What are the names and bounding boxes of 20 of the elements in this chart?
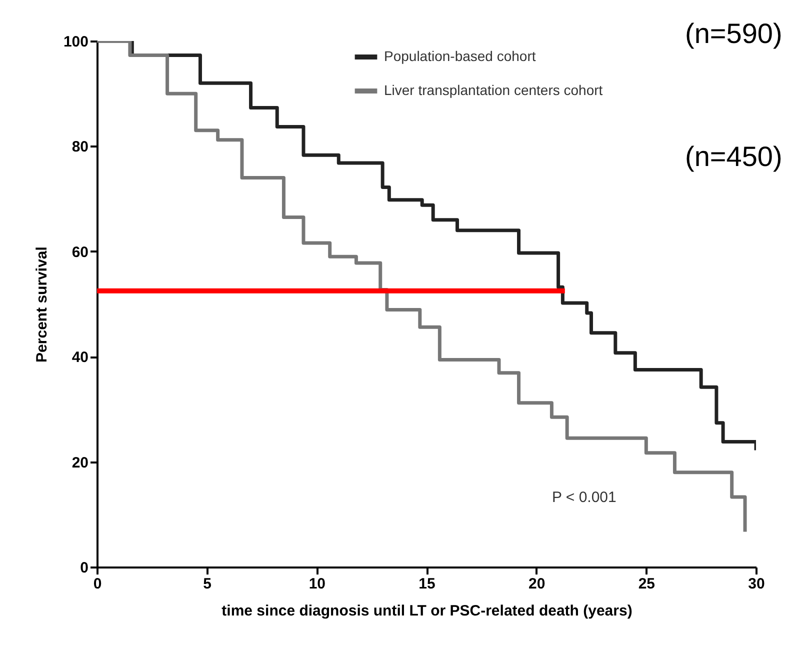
legend-label: Population-based cohort <box>384 48 536 64</box>
y-tick-label: 80 <box>72 138 88 156</box>
y-tick-label: 20 <box>72 454 88 472</box>
legend-label: Liver transplantation centers cohort <box>384 82 603 98</box>
y-tick-label: 0 <box>80 560 88 576</box>
y-axis-title: Percent survival <box>33 246 50 362</box>
x-tick-label: 15 <box>418 576 436 592</box>
annotation: (n=590) <box>685 18 782 49</box>
annotation: P < 0.001 <box>552 489 616 506</box>
annotation: (n=450) <box>685 141 782 172</box>
x-tick-label: 10 <box>308 576 326 592</box>
y-tick-label: 100 <box>63 34 88 50</box>
x-tick-label: 5 <box>203 576 212 592</box>
x-tick-label: 20 <box>528 576 546 592</box>
x-tick-label: 25 <box>638 576 656 592</box>
x-axis-title: time since diagnosis until LT or PSC-related death (years) <box>222 602 632 620</box>
x-tick-label: 0 <box>93 576 102 592</box>
y-tick-label: 40 <box>72 349 88 366</box>
x-tick-label: 30 <box>748 576 765 592</box>
y-tick-label: 60 <box>72 244 88 261</box>
